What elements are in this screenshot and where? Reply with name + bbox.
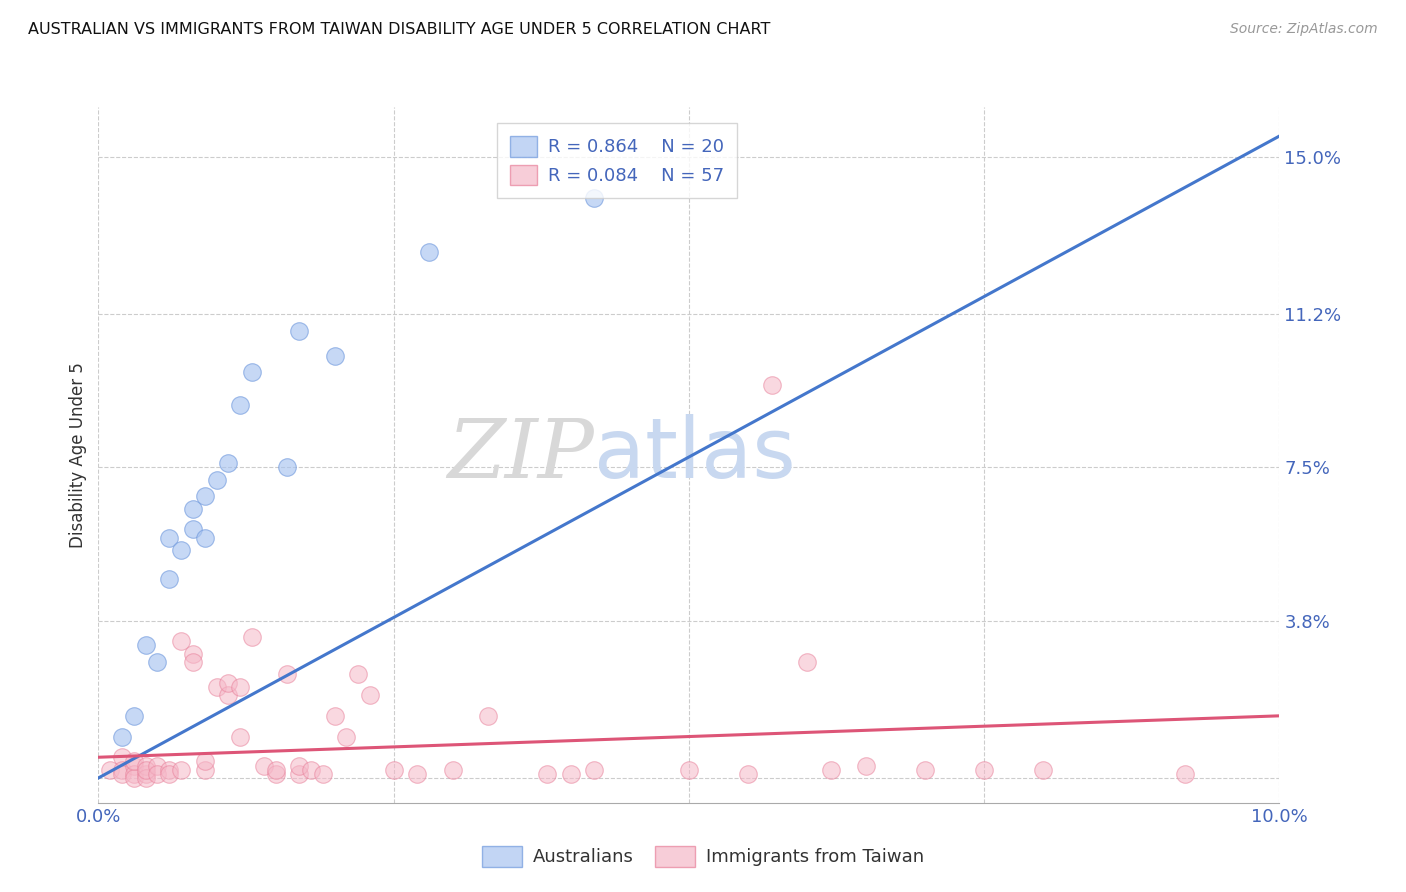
Text: Source: ZipAtlas.com: Source: ZipAtlas.com <box>1230 22 1378 37</box>
Point <box>122 755 145 769</box>
Point <box>194 763 217 777</box>
Point <box>264 763 287 777</box>
Point <box>536 766 558 781</box>
Point <box>737 766 759 781</box>
Point <box>288 758 311 772</box>
Point <box>122 758 145 772</box>
Point <box>229 398 252 412</box>
Point <box>796 655 818 669</box>
Point <box>276 460 298 475</box>
Point <box>855 758 877 772</box>
Point <box>217 456 239 470</box>
Point <box>111 763 134 777</box>
Point <box>194 531 217 545</box>
Point <box>761 377 783 392</box>
Point <box>111 750 134 764</box>
Point <box>170 634 193 648</box>
Point <box>583 763 606 777</box>
Point <box>382 763 405 777</box>
Text: atlas: atlas <box>595 415 796 495</box>
Point <box>146 758 169 772</box>
Point <box>583 191 606 205</box>
Point <box>1174 766 1197 781</box>
Point <box>205 680 228 694</box>
Y-axis label: Disability Age Under 5: Disability Age Under 5 <box>69 362 87 548</box>
Point <box>240 365 263 379</box>
Point <box>820 763 842 777</box>
Point <box>359 688 381 702</box>
Point <box>1032 763 1054 777</box>
Point <box>170 763 193 777</box>
Point <box>122 708 145 723</box>
Point <box>146 655 169 669</box>
Point <box>418 245 440 260</box>
Point <box>181 523 204 537</box>
Point <box>217 688 239 702</box>
Point <box>323 708 346 723</box>
Point <box>157 531 180 545</box>
Point <box>122 766 145 781</box>
Legend: R = 0.864    N = 20, R = 0.084    N = 57: R = 0.864 N = 20, R = 0.084 N = 57 <box>498 123 737 198</box>
Point <box>181 647 204 661</box>
Point <box>347 667 370 681</box>
Legend: Australians, Immigrants from Taiwan: Australians, Immigrants from Taiwan <box>475 838 931 874</box>
Point <box>240 630 263 644</box>
Point <box>157 572 180 586</box>
Text: AUSTRALIAN VS IMMIGRANTS FROM TAIWAN DISABILITY AGE UNDER 5 CORRELATION CHART: AUSTRALIAN VS IMMIGRANTS FROM TAIWAN DIS… <box>28 22 770 37</box>
Point <box>217 675 239 690</box>
Point <box>335 730 357 744</box>
Point <box>111 730 134 744</box>
Point <box>135 771 157 785</box>
Point <box>323 349 346 363</box>
Point <box>194 489 217 503</box>
Point <box>406 766 429 781</box>
Point <box>194 755 217 769</box>
Point <box>98 763 121 777</box>
Point <box>229 680 252 694</box>
Point <box>253 758 276 772</box>
Point <box>157 763 180 777</box>
Point <box>299 763 322 777</box>
Point <box>288 766 311 781</box>
Text: ZIP: ZIP <box>447 415 595 495</box>
Point <box>135 766 157 781</box>
Point <box>157 766 180 781</box>
Point <box>111 766 134 781</box>
Point <box>312 766 335 781</box>
Point <box>205 473 228 487</box>
Point <box>441 763 464 777</box>
Point <box>276 667 298 681</box>
Point <box>146 766 169 781</box>
Point <box>288 324 311 338</box>
Point <box>135 758 157 772</box>
Point <box>477 708 499 723</box>
Point <box>122 771 145 785</box>
Point <box>973 763 995 777</box>
Point <box>181 655 204 669</box>
Point <box>560 766 582 781</box>
Point <box>264 766 287 781</box>
Point <box>170 543 193 558</box>
Point <box>181 501 204 516</box>
Point <box>229 730 252 744</box>
Point <box>135 639 157 653</box>
Point <box>678 763 700 777</box>
Point <box>135 763 157 777</box>
Point <box>914 763 936 777</box>
